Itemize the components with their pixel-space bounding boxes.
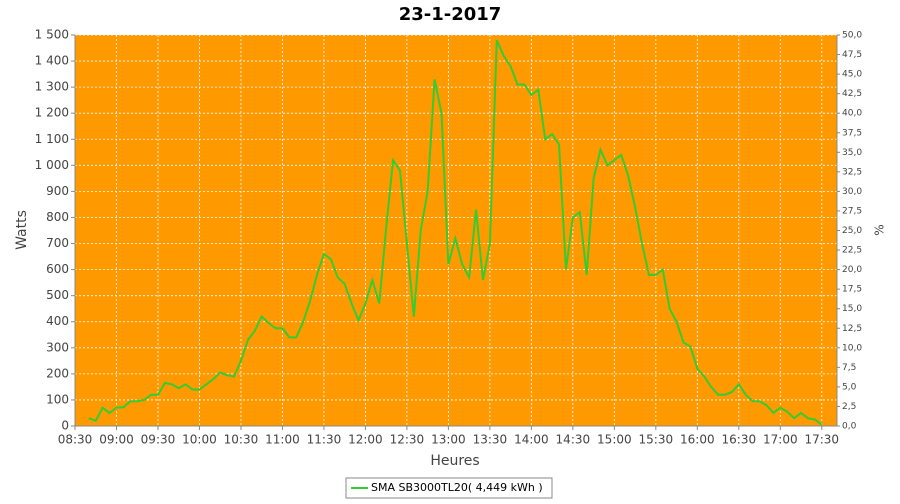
y-tick-label: 1 300: [35, 80, 69, 94]
y2-tick-label: 12,5: [842, 324, 862, 334]
y-tick-label: 200: [46, 366, 69, 380]
x-tick-label: 11:30: [307, 433, 342, 447]
x-tick-label: 08:30: [58, 433, 93, 447]
y-tick-label: 500: [46, 288, 69, 302]
y-tick-label: 700: [46, 236, 69, 250]
y2-tick-label: 10,0: [842, 343, 862, 353]
y2-tick-label: 40,0: [842, 109, 862, 119]
x-tick-label: 17:00: [763, 433, 798, 447]
y2-tick-label: 22,5: [842, 246, 862, 256]
x-tick-label: 15:00: [597, 433, 632, 447]
y2-tick-label: 2,5: [842, 402, 856, 412]
y2-tick-label: 5,0: [842, 382, 857, 392]
x-tick-label: 09:00: [99, 433, 134, 447]
y2-axis-label: %: [873, 224, 887, 235]
chart-title: 23-1-2017: [399, 4, 502, 25]
y-tick-label: 900: [46, 184, 69, 198]
y-tick-label: 800: [46, 210, 69, 224]
y2-tick-label: 45,0: [842, 70, 862, 80]
x-tick-label: 16:30: [722, 433, 757, 447]
y-tick-label: 1 200: [35, 106, 69, 120]
x-tick-label: 14:30: [556, 433, 591, 447]
x-tick-label: 13:00: [431, 433, 466, 447]
x-tick-label: 12:30: [390, 433, 425, 447]
x-tick-label: 14:00: [514, 433, 549, 447]
x-tick-label: 13:30: [473, 433, 508, 447]
y2-tick-label: 0,0: [842, 422, 857, 432]
y-tick-label: 600: [46, 262, 69, 276]
y-axis-label: Watts: [14, 210, 30, 250]
data-line: [88, 39, 823, 426]
x-axis-label: Heures: [430, 453, 479, 469]
x-tick-label: 16:00: [680, 433, 715, 447]
y-tick-label: 300: [46, 340, 69, 354]
y2-tick-label: 50,0: [842, 31, 862, 41]
y-tick-label: 0: [61, 419, 69, 433]
y2-tick-label: 32,5: [842, 167, 862, 177]
y-tick-label: 1 100: [35, 132, 69, 146]
y2-tick-label: 35,0: [842, 148, 862, 158]
y2-tick-label: 15,0: [842, 304, 862, 314]
y2-tick-label: 42,5: [842, 89, 862, 99]
x-tick-label: 10:30: [224, 433, 259, 447]
y-tick-label: 100: [46, 392, 69, 406]
y-tick-label: 400: [46, 314, 69, 328]
x-tick-label: 10:00: [182, 433, 217, 447]
y2-tick-label: 47,5: [842, 50, 862, 60]
y-tick-label: 1 000: [35, 158, 69, 172]
x-tick-label: 15:30: [639, 433, 674, 447]
x-tick-label: 17:30: [804, 433, 839, 447]
x-tick-label: 11:00: [265, 433, 300, 447]
legend-box: [345, 477, 553, 499]
y-tick-label: 1 500: [35, 28, 69, 42]
y2-tick-label: 30,0: [842, 187, 862, 197]
x-tick-label: 09:30: [141, 433, 176, 447]
y-tick-label: 1 400: [35, 54, 69, 68]
legend-label: SMA SB3000TL20( 4,449 kWh ): [371, 481, 543, 494]
y2-tick-label: 17,5: [842, 285, 862, 295]
y2-tick-label: 20,0: [842, 265, 862, 275]
x-tick-label: 12:00: [348, 433, 383, 447]
y2-tick-label: 25,0: [842, 226, 862, 236]
plot-area: [75, 35, 837, 426]
y2-tick-label: 7,5: [842, 363, 856, 373]
y2-tick-label: 37,5: [842, 128, 862, 138]
y2-tick-label: 27,5: [842, 206, 862, 216]
